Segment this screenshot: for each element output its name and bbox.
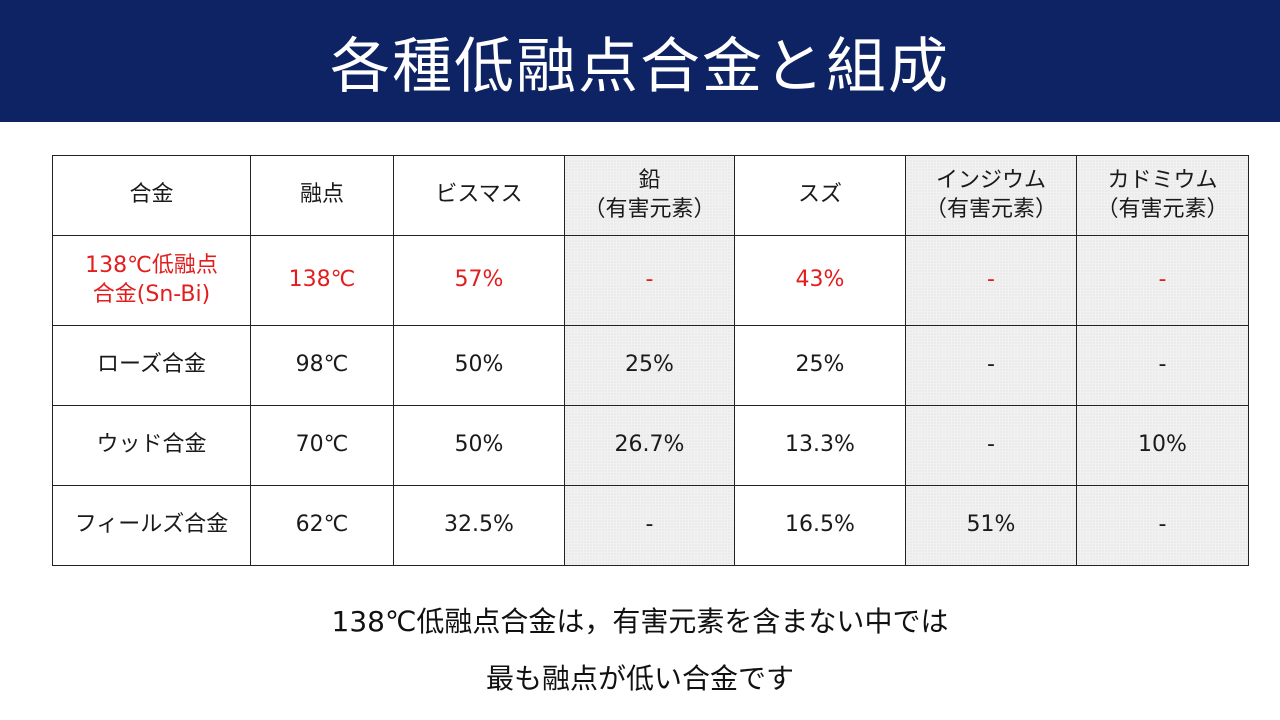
header-alloy: 合金 (52, 155, 251, 236)
header-cadmium: カドミウム （有害元素） (1076, 155, 1249, 236)
indium-cell: 51% (905, 485, 1077, 566)
indium-cell: - (905, 325, 1077, 406)
bismuth-cell: 50% (393, 405, 565, 486)
indium-cell: - (905, 235, 1077, 326)
summary-line-1: 138℃低融点合金は，有害元素を含まない中では (331, 605, 949, 638)
alloy-name: 138℃低融点 (85, 252, 218, 278)
table-header-row: 合金 融点 ビスマス 鉛 （有害元素） スズ インジウム （有害元素） カドミウ… (52, 155, 1249, 236)
header-tin-label: スズ (797, 182, 842, 208)
tin-cell: 25% (734, 325, 906, 406)
indium-cell: - (905, 405, 1077, 486)
melting-point-cell: 98℃ (250, 325, 394, 406)
melting-point-cell: 138℃ (250, 235, 394, 326)
lead-cell: 26.7% (564, 405, 735, 486)
bismuth-cell: 32.5% (393, 485, 565, 566)
melting-point-cell: 70℃ (250, 405, 394, 486)
table-row: ウッド合金 70℃ 50% 26.7% 13.3% - 10% (52, 405, 1249, 486)
header-indium-label: インジウム (935, 167, 1046, 193)
alloy-name-cell: ウッド合金 (52, 405, 251, 486)
header-bismuth-label: ビスマス (435, 182, 523, 208)
alloy-name-cell: フィールズ合金 (52, 485, 251, 566)
header-bismuth: ビスマス (393, 155, 565, 236)
melting-point-cell: 62℃ (250, 485, 394, 566)
alloy-name-cell: ローズ合金 (52, 325, 251, 406)
page-title: 各種低融点合金と組成 (330, 31, 950, 102)
header-melting-point: 融点 (250, 155, 394, 236)
header-lead: 鉛 （有害元素） (564, 155, 735, 236)
table-row: ローズ合金 98℃ 50% 25% 25% - - (52, 325, 1249, 406)
bismuth-cell: 50% (393, 325, 565, 406)
cadmium-cell: - (1076, 485, 1249, 566)
table-row: フィールズ合金 62℃ 32.5% - 16.5% 51% - (52, 485, 1249, 566)
lead-cell: - (564, 235, 735, 326)
table-row: 138℃低融点 合金(Sn-Bi) 138℃ 57% - 43% - - (52, 235, 1249, 326)
lead-cell: - (564, 485, 735, 566)
header-indium-note: （有害元素） (924, 196, 1057, 222)
alloy-name-suffix: 合金(Sn-Bi) (92, 281, 211, 307)
cadmium-cell: 10% (1076, 405, 1249, 486)
title-bar: 各種低融点合金と組成 (0, 0, 1280, 122)
summary-line-2: 最も融点が低い合金です (485, 662, 794, 695)
lead-cell: 25% (564, 325, 735, 406)
header-melting-point-label: 融点 (299, 182, 344, 208)
header-indium: インジウム （有害元素） (905, 155, 1077, 236)
tin-cell: 43% (734, 235, 906, 326)
header-cadmium-note: （有害元素） (1096, 196, 1229, 222)
header-alloy-label: 合金 (129, 182, 174, 208)
bismuth-cell: 57% (393, 235, 565, 326)
tin-cell: 16.5% (734, 485, 906, 566)
header-lead-label: 鉛 (638, 167, 661, 193)
alloy-name-cell: 138℃低融点 合金(Sn-Bi) (52, 235, 251, 326)
cadmium-cell: - (1076, 325, 1249, 406)
header-lead-note: （有害元素） (583, 196, 716, 222)
cadmium-cell: - (1076, 235, 1249, 326)
header-tin: スズ (734, 155, 906, 236)
tin-cell: 13.3% (734, 405, 906, 486)
header-cadmium-label: カドミウム (1107, 167, 1218, 193)
alloy-composition-table: 合金 融点 ビスマス 鉛 （有害元素） スズ インジウム （有害元素） カドミウ… (52, 155, 1249, 566)
